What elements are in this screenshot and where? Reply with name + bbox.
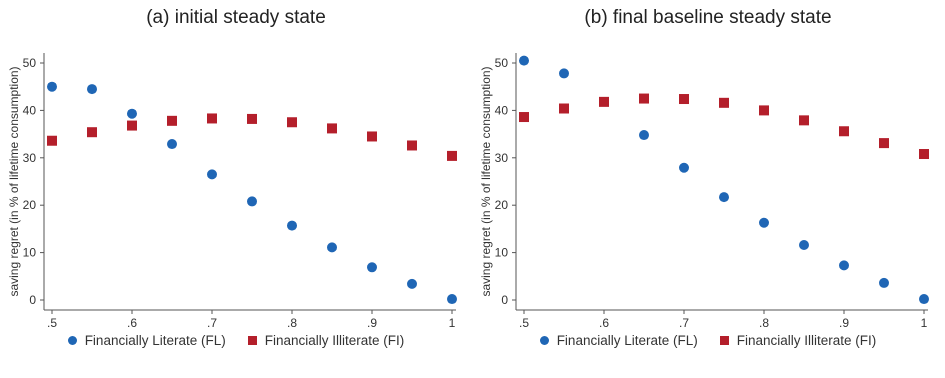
data-point-fi (327, 123, 337, 134)
x-tick-label: .9 (839, 316, 849, 330)
data-point-fl (447, 294, 457, 305)
data-point-fl (407, 278, 417, 289)
chart-panel-a: (a) initial steady state 0 10 20 30 40 50 .5 .6… (0, 0, 472, 378)
legend-label-fi: Financially Illiterate (FI) (264, 332, 405, 348)
x-tick-label: .8 (287, 316, 297, 330)
y-tick-label: 50 (23, 56, 37, 70)
y-tick-label: 0 (501, 293, 508, 307)
y-tick-label: 40 (23, 103, 37, 117)
data-point-fi (759, 105, 769, 116)
data-point-fi (839, 126, 849, 137)
data-point-fl (207, 169, 217, 180)
data-point-fl (87, 84, 97, 95)
x-tick-label: .9 (367, 316, 377, 330)
data-point-fl (367, 262, 377, 273)
legend-marker-fi (247, 335, 257, 345)
y-tick-label: 30 (495, 151, 509, 165)
x-tick-label: 1 (921, 316, 928, 330)
y-axis-label: saving regret (in % of lifetime consumpt… (7, 66, 21, 296)
legend-marker-fi (719, 335, 729, 345)
data-point-fi (519, 112, 529, 123)
legend-item-fi: Financially Illiterate (FI) (247, 332, 405, 348)
x-tick-label: .8 (759, 316, 769, 330)
data-point-fi (599, 96, 609, 107)
data-point-fl (127, 108, 137, 119)
data-point-fi (799, 115, 809, 126)
x-tick-label: .7 (679, 316, 689, 330)
data-point-fi (287, 117, 297, 128)
legend-item-fl: Financially Literate (FL) (539, 332, 698, 348)
data-point-fi (559, 103, 569, 114)
y-tick-label: 10 (23, 246, 37, 260)
y-tick-label: 20 (23, 198, 37, 212)
data-point-fl (519, 55, 529, 66)
data-point-fl (639, 130, 649, 141)
data-point-fl (287, 220, 297, 231)
y-tick-label: 20 (495, 198, 509, 212)
data-point-fi (919, 149, 929, 160)
data-point-fi (367, 131, 377, 142)
x-tick-label: .5 (47, 316, 57, 330)
data-point-fi (719, 97, 729, 108)
y-tick-label: 30 (23, 151, 37, 165)
y-tick-label: 0 (29, 293, 36, 307)
data-point-fl (247, 196, 257, 207)
data-point-fl (719, 192, 729, 203)
data-point-fl (879, 277, 889, 288)
x-tick-label: .5 (519, 316, 529, 330)
legend-marker-fl (539, 335, 549, 345)
legend-a: Financially Literate (FL) Financially Il… (0, 330, 472, 350)
legend-item-fi: Financially Illiterate (FI) (719, 332, 877, 348)
data-point-fi (679, 94, 689, 105)
legend-label-fl: Financially Literate (FL) (556, 332, 698, 348)
legend-label-fi: Financially Illiterate (FI) (736, 332, 877, 348)
data-point-fi (207, 113, 217, 124)
data-point-fl (167, 139, 177, 150)
data-point-fl (559, 68, 569, 79)
data-point-fi (639, 93, 649, 104)
chart-title-a: (a) initial steady state (146, 7, 326, 28)
y-tick-label: 10 (495, 246, 509, 260)
legend-item-fl: Financially Literate (FL) (67, 332, 226, 348)
chart-title-b: (b) final baseline steady state (584, 7, 832, 28)
data-point-fl (327, 242, 337, 253)
y-tick-label: 40 (495, 103, 509, 117)
data-point-fl (759, 217, 769, 228)
x-tick-label: .7 (207, 316, 217, 330)
legend-marker-fl (67, 335, 77, 345)
data-point-fi (87, 127, 97, 138)
data-point-fl (839, 260, 849, 271)
data-point-fi (447, 150, 457, 161)
x-tick-label: .6 (599, 316, 609, 330)
data-point-fi (127, 120, 137, 131)
legend-b: Financially Literate (FL) Financially Il… (472, 330, 944, 350)
data-point-fi (407, 140, 417, 151)
data-point-fl (679, 162, 689, 173)
data-point-fi (47, 135, 57, 146)
x-tick-label: .6 (127, 316, 137, 330)
data-point-fi (879, 138, 889, 149)
data-point-fl (919, 294, 929, 305)
data-point-fl (47, 81, 57, 92)
data-point-fi (167, 115, 177, 126)
y-axis-label: saving regret (in % of lifetime consumpt… (479, 66, 493, 296)
y-tick-label: 50 (495, 56, 509, 70)
data-point-fi (247, 113, 257, 124)
data-point-fl (799, 240, 809, 251)
x-tick-label: 1 (449, 316, 456, 330)
chart-panel-b: (b) final baseline steady state 0 10 20 30 4… (472, 0, 944, 378)
legend-label-fl: Financially Literate (FL) (84, 332, 226, 348)
